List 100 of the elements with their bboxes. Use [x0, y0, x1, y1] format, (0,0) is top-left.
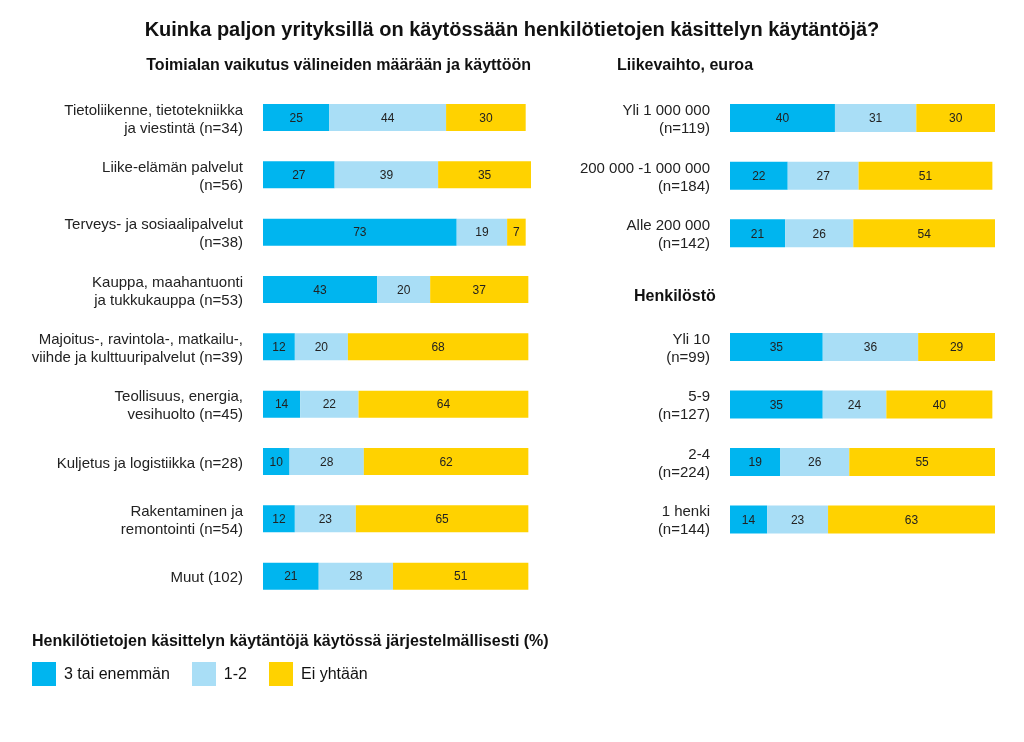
data-label: 51	[918, 168, 933, 183]
data-label: 55	[915, 455, 930, 470]
data-label: 21	[284, 569, 298, 584]
bar	[263, 505, 295, 533]
bar	[318, 562, 394, 590]
y-tick-label: Kuljetus ja logistiikka (n=28)	[56, 453, 243, 471]
data-label: 19	[748, 455, 763, 470]
data-label: 40	[932, 397, 947, 412]
data-label: 35	[769, 397, 784, 412]
legend-title: Henkilötietojen käsittelyn käytäntöjä käytössä järjestelmällisesti (%)	[32, 632, 549, 650]
bar	[334, 161, 439, 189]
data-label: 20	[396, 282, 411, 297]
y-tick-label: Yli 1 000 000 (n=119)	[622, 100, 710, 136]
bar	[730, 448, 781, 476]
bar	[853, 219, 995, 248]
legend-label: 1-2	[223, 665, 247, 683]
bar	[263, 276, 378, 303]
y-tick-label: Rakentaminen ja remontointi (n=54)	[120, 501, 244, 537]
bar	[300, 390, 359, 418]
bar	[730, 104, 835, 132]
chart-subtitle: Toimialan vaikutus välineiden määrään ja käyttöön	[146, 56, 531, 74]
y-tick-label: Tietoliikenne, tietotekniikka ja viestintä (n=34)	[64, 100, 244, 136]
data-label: 31	[868, 111, 883, 126]
bar	[358, 390, 529, 418]
bar	[294, 333, 348, 361]
data-label: 43	[313, 282, 328, 297]
y-tick-label: Terveys- ja sosiaalipalvelut (n=38)	[64, 214, 244, 250]
data-label: 68	[431, 340, 446, 355]
data-label: 20	[314, 340, 329, 355]
legend-label: 3 tai enemmän	[64, 665, 170, 683]
bar	[787, 161, 859, 190]
bar	[263, 448, 290, 475]
bar	[363, 448, 529, 475]
data-label: 63	[904, 512, 919, 527]
data-label: 21	[750, 226, 765, 241]
bar	[730, 161, 788, 190]
data-label: 23	[318, 512, 333, 527]
bar	[446, 104, 526, 131]
bar	[785, 219, 854, 248]
data-label: 30	[948, 111, 963, 126]
bar	[393, 562, 529, 590]
data-label: 25	[289, 110, 304, 125]
bar	[263, 104, 330, 131]
bar	[780, 448, 850, 476]
y-tick-label: 1 henki (n=144)	[657, 501, 710, 537]
data-label: 39	[379, 168, 394, 183]
data-label: 64	[436, 397, 451, 412]
data-label: 29	[949, 340, 964, 355]
data-label: 62	[439, 454, 454, 469]
bar	[822, 390, 887, 419]
bar	[822, 333, 919, 361]
bar	[730, 390, 823, 419]
data-label: 44	[381, 110, 395, 125]
bar	[263, 218, 457, 246]
bar	[767, 505, 829, 534]
y-tick-label: Liike-elämän palvelut (n=56)	[102, 157, 244, 193]
bar	[377, 276, 431, 303]
y-tick-label: Alle 200 000 (n=142)	[626, 215, 710, 251]
bar	[263, 562, 319, 590]
bar	[438, 161, 531, 189]
bar	[347, 333, 529, 361]
data-label: 54	[917, 226, 932, 241]
bar	[918, 333, 995, 361]
data-label: 14	[274, 397, 289, 412]
bar	[294, 505, 356, 533]
bar	[730, 333, 823, 361]
data-label: 28	[349, 569, 363, 584]
data-label: 19	[475, 225, 489, 240]
data-label: 28	[320, 454, 334, 469]
chart-title: Kuinka paljon yrityksillä on käytössään henkilötietojen käsittelyn käytäntöjä?	[143, 18, 881, 41]
data-label: 7	[513, 225, 521, 240]
bar	[834, 104, 917, 132]
data-label: 73	[353, 225, 367, 240]
bar	[263, 333, 295, 361]
y-tick-label: Kauppa, maahantuonti ja tukkukauppa (n=53)	[92, 272, 243, 308]
bar	[263, 161, 335, 189]
bar	[289, 448, 364, 475]
data-label: 26	[808, 455, 822, 470]
data-label: 27	[292, 168, 306, 183]
y-tick-label: 5-9 (n=127)	[657, 386, 710, 422]
legend-label: Ei yhtään	[300, 665, 368, 683]
y-tick-label: 200 000 -1 000 000 (n=184)	[579, 158, 710, 193]
chart-title: Henkilöstö	[634, 287, 716, 305]
bar	[858, 161, 993, 190]
data-label: 36	[863, 340, 878, 355]
bar	[730, 505, 768, 534]
data-label: 10	[269, 454, 284, 469]
data-label: 40	[775, 111, 790, 126]
y-tick-label: Majoitus-, ravintola-, matkailu-, viihde ja kulttuuripalvelut (n=39)	[31, 329, 243, 365]
data-label: 22	[752, 168, 766, 183]
data-label: 12	[272, 512, 286, 527]
data-label: 35	[477, 168, 492, 183]
bar	[456, 218, 508, 246]
data-label: 12	[272, 340, 286, 355]
data-label: 26	[812, 226, 827, 241]
bar	[730, 219, 786, 248]
bar	[849, 448, 995, 476]
bar	[355, 505, 529, 533]
chart-title: Liikevaihto, euroa	[617, 56, 754, 74]
y-tick-label: Yli 10 (n=99)	[666, 329, 710, 365]
